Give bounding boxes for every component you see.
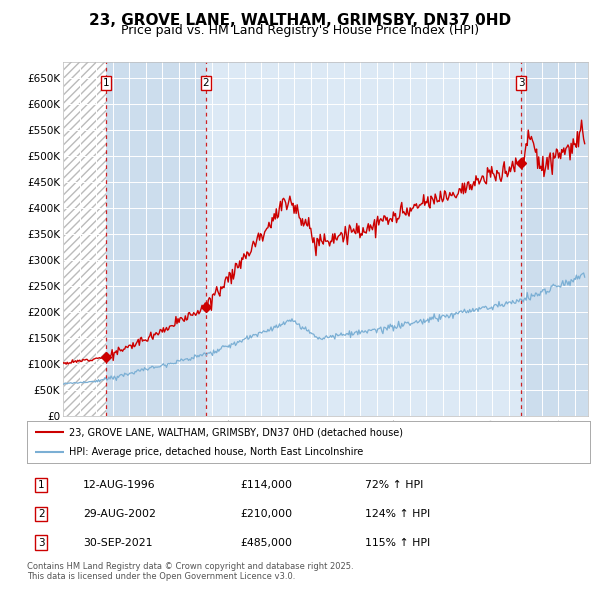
Text: 29-AUG-2002: 29-AUG-2002: [83, 509, 156, 519]
Text: 2: 2: [203, 78, 209, 88]
Text: 23, GROVE LANE, WALTHAM, GRIMSBY, DN37 0HD (detached house): 23, GROVE LANE, WALTHAM, GRIMSBY, DN37 0…: [69, 427, 403, 437]
Text: 30-SEP-2021: 30-SEP-2021: [83, 537, 153, 548]
Text: 72% ↑ HPI: 72% ↑ HPI: [365, 480, 423, 490]
Text: £485,000: £485,000: [241, 537, 293, 548]
Text: £210,000: £210,000: [241, 509, 293, 519]
Text: Price paid vs. HM Land Registry's House Price Index (HPI): Price paid vs. HM Land Registry's House …: [121, 24, 479, 37]
Text: 1: 1: [38, 480, 44, 490]
Text: Contains HM Land Registry data © Crown copyright and database right 2025.: Contains HM Land Registry data © Crown c…: [27, 562, 353, 571]
Polygon shape: [63, 62, 106, 416]
Text: 124% ↑ HPI: 124% ↑ HPI: [365, 509, 430, 519]
Text: 115% ↑ HPI: 115% ↑ HPI: [365, 537, 430, 548]
Text: 3: 3: [518, 78, 524, 88]
Text: 12-AUG-1996: 12-AUG-1996: [83, 480, 156, 490]
Text: This data is licensed under the Open Government Licence v3.0.: This data is licensed under the Open Gov…: [27, 572, 295, 581]
Text: 23, GROVE LANE, WALTHAM, GRIMSBY, DN37 0HD: 23, GROVE LANE, WALTHAM, GRIMSBY, DN37 0…: [89, 13, 511, 28]
Text: £114,000: £114,000: [241, 480, 293, 490]
Text: 2: 2: [38, 509, 44, 519]
Bar: [106, 62, 206, 416]
Bar: [521, 62, 588, 416]
Text: HPI: Average price, detached house, North East Lincolnshire: HPI: Average price, detached house, Nort…: [69, 447, 364, 457]
Text: 1: 1: [103, 78, 110, 88]
Text: 3: 3: [38, 537, 44, 548]
